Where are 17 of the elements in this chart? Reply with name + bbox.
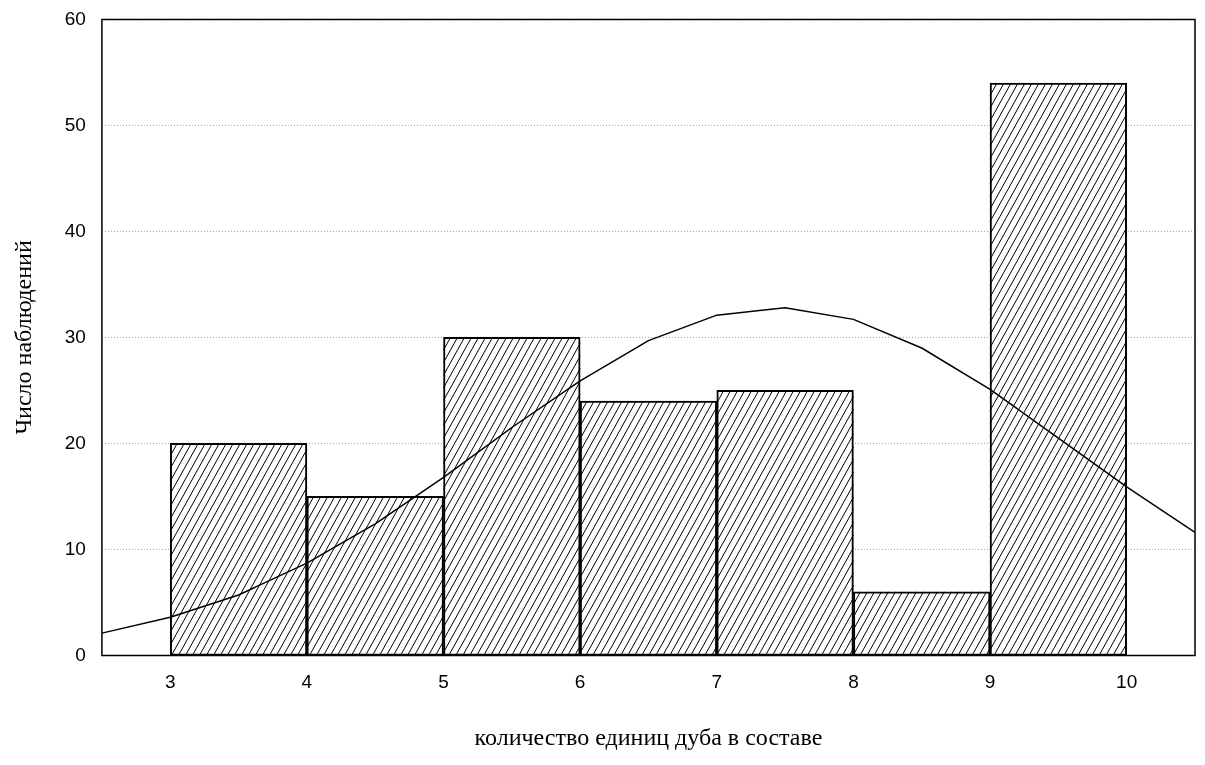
y-tick-label: 30: [64, 325, 86, 347]
y-tick-label: 0: [75, 643, 86, 665]
y-tick-label: 10: [64, 537, 86, 559]
y-axis-title: Число наблюдений: [9, 240, 36, 435]
y-tick-label: 50: [64, 113, 86, 135]
y-tick-label: 40: [64, 219, 86, 241]
x-tick-label: 4: [301, 671, 313, 693]
y-tick-label: 60: [64, 7, 86, 29]
y-tick-label: 20: [64, 431, 86, 453]
x-axis-title: количество единиц дуба в составе: [474, 723, 823, 750]
x-tick-label: 9: [984, 671, 996, 693]
x-tick-label: 8: [848, 671, 859, 693]
x-tick-label: 3: [164, 671, 176, 693]
x-tick-label: 5: [438, 671, 449, 693]
x-tick-label: 6: [574, 671, 586, 693]
x-tick-label: 10: [1116, 671, 1138, 693]
x-tick-label: 7: [711, 671, 723, 693]
